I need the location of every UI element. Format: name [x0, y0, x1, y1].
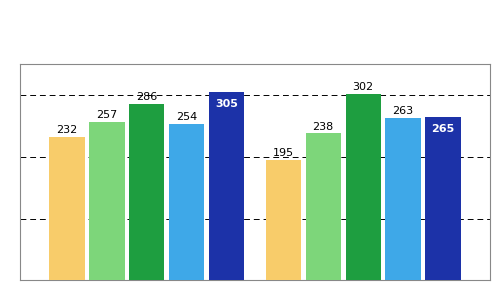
Bar: [209, 92, 244, 280]
Legend: 2007, 2008, 2009, 2010, 2011: 2007, 2008, 2009, 2010, 2011: [21, 0, 282, 1]
Text: 257: 257: [96, 110, 117, 120]
Bar: [90, 122, 124, 280]
Bar: [386, 118, 420, 280]
Text: 302: 302: [352, 82, 374, 92]
Text: 238: 238: [312, 121, 334, 131]
Bar: [130, 104, 164, 280]
Text: 263: 263: [392, 106, 413, 116]
Bar: [170, 124, 204, 280]
Text: 265: 265: [432, 124, 454, 134]
Text: 195: 195: [272, 148, 294, 158]
Bar: [426, 117, 460, 280]
Bar: [346, 94, 380, 280]
Text: 254: 254: [176, 112, 198, 122]
Text: 232: 232: [56, 125, 78, 135]
Bar: [266, 160, 301, 280]
Text: 286: 286: [136, 92, 158, 102]
Text: 305: 305: [216, 100, 238, 110]
Bar: [50, 137, 84, 280]
Bar: [306, 133, 340, 280]
